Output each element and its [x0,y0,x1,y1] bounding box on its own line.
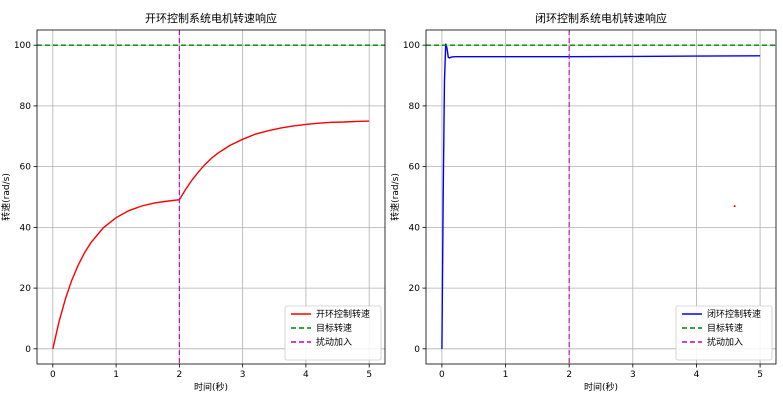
y-tick-label: 60 [20,163,32,173]
x-tick-label: 1 [113,370,119,380]
axes-frame [425,29,777,365]
legend-label: 目标转速 [707,322,743,334]
x-axis-label: 时间(秒) [194,381,228,393]
legend-box [675,305,773,361]
y-tick-label: 80 [20,102,32,112]
y-tick-label: 60 [409,163,421,173]
chart-title: 开环控制系统电机转速响应 [145,11,277,25]
y-tick-label: 0 [414,345,420,355]
x-tick-label: 5 [757,370,763,380]
legend-label: 扰动加入 [316,336,352,348]
x-tick-label: 5 [366,370,372,380]
axes-frame [36,29,386,365]
legend-label: 扰动加入 [707,336,743,348]
plot-area [37,30,385,364]
legend-label: 开环控制转速 [316,308,370,320]
y-axis-label: 转速(rad/s) [389,173,401,221]
y-tick-label: 100 [14,41,31,51]
chart-title: 闭环控制系统电机转速响应 [535,11,667,25]
x-tick-label: 3 [240,370,246,380]
y-tick-label: 20 [409,284,421,294]
data-point [733,205,736,208]
series-line-1 [52,120,370,349]
y-tick-label: 100 [403,41,420,51]
legend-box [284,305,382,361]
y-tick-label: 80 [409,102,421,112]
x-tick-label: 4 [303,370,309,380]
y-tick-label: 40 [409,223,421,233]
legend-label: 闭环控制转速 [707,308,761,320]
x-tick-label: 0 [439,370,445,380]
x-axis-label: 时间(秒) [584,381,618,393]
x-tick-label: 2 [176,370,182,380]
x-tick-label: 0 [50,370,56,380]
plot-area [426,30,776,364]
y-tick-label: 20 [20,284,32,294]
y-tick-label: 0 [25,345,31,355]
series-line-1 [441,43,761,349]
y-axis-label: 转速(rad/s) [0,173,12,221]
x-tick-label: 4 [694,370,700,380]
x-tick-label: 1 [503,370,509,380]
y-tick-label: 40 [20,223,32,233]
legend-label: 目标转速 [316,322,352,334]
x-tick-label: 3 [630,370,636,380]
x-tick-label: 2 [566,370,572,380]
